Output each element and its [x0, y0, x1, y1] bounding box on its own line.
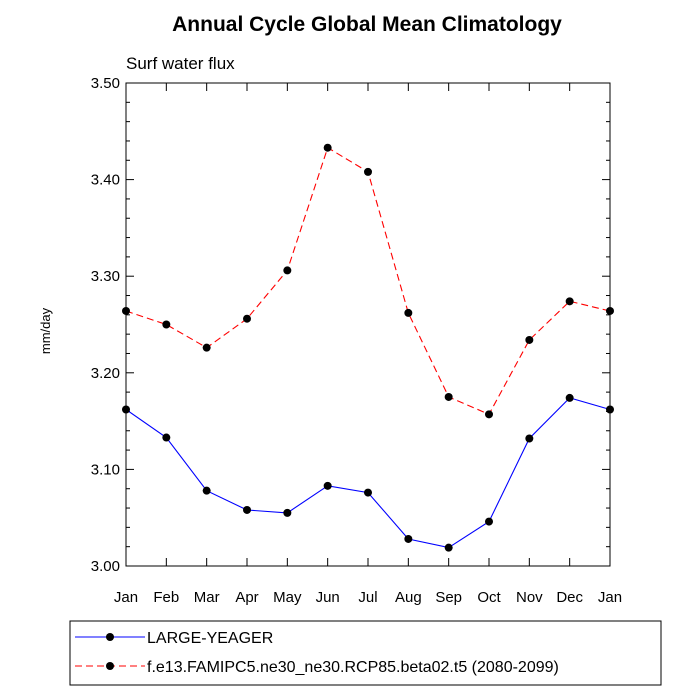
x-tick-label: Nov [516, 589, 543, 606]
series-0-point [323, 481, 332, 490]
series-1-point [444, 392, 453, 401]
chart-title: Annual Cycle Global Mean Climatology [172, 13, 562, 36]
series-line-1 [125, 146, 611, 416]
series-1-point [606, 306, 614, 315]
x-tick-label: Feb [153, 589, 179, 606]
series-0-point [243, 505, 251, 514]
x-tick-label: Oct [477, 589, 501, 606]
x-tick-label: May [273, 589, 302, 606]
x-tick-label: Jan [114, 589, 138, 606]
y-tick-label: 3.50 [91, 75, 120, 92]
series-1-point [525, 335, 534, 344]
series-0-point [122, 405, 130, 414]
x-tick-label: Jan [598, 589, 622, 606]
legend-label-1: f.e13.FAMIPC5.ne30_ne30.RCP85.beta02.t5 … [147, 659, 559, 676]
legend-marker-1 [106, 662, 114, 670]
series-1-point [162, 320, 171, 329]
x-tick-label: Jul [358, 589, 377, 606]
series-1-point [202, 343, 211, 352]
series-0-point [202, 486, 211, 495]
series-1-point [565, 297, 574, 306]
legend-box [69, 620, 662, 686]
x-tick-label: Sep [435, 589, 462, 606]
series-0-point [485, 517, 493, 526]
series-1-point [404, 308, 413, 317]
series-1-point [243, 314, 251, 323]
series-0-point [565, 393, 574, 402]
series-0-point [364, 488, 372, 497]
x-tick-label: Mar [194, 589, 220, 606]
x-tick-label: Dec [556, 589, 583, 606]
series-0-point [606, 405, 614, 414]
x-tick-label: Jun [316, 589, 340, 606]
chart-subtitle: Surf water flux [126, 54, 235, 73]
y-tick-label: 3.00 [91, 558, 120, 575]
legend-label-0: LARGE-YEAGER [147, 630, 273, 647]
x-tick-label: Apr [235, 589, 258, 606]
y-tick-label: 3.10 [91, 461, 120, 478]
series-0-point [162, 433, 171, 442]
y-tick-label: 3.40 [91, 172, 120, 189]
axis-ticks: 3.00 3.10 3.20 3.30 3.40 3.50 Jan Feb Mar Apr May J… [91, 75, 622, 606]
x-tick-label: Aug [395, 589, 422, 606]
series-0-point [283, 508, 292, 517]
series-1-point [122, 306, 130, 315]
series-line-0 [125, 397, 611, 549]
legend-marker-0 [106, 633, 114, 641]
series-0-point [404, 534, 413, 543]
legend: LARGE-YEAGER f.e13.FAMIPC5.ne30_ne30.RCP8… [75, 630, 559, 676]
series-1-point [364, 167, 372, 176]
series-1-point [485, 410, 493, 419]
y-tick-label: 3.20 [91, 365, 120, 382]
series-1-point [323, 143, 332, 152]
y-tick-label: 3.30 [91, 268, 120, 285]
y-axis-label: mm/day [38, 307, 53, 354]
series-layer [122, 143, 614, 552]
series-0-point [444, 543, 453, 552]
series-1-point [283, 266, 292, 275]
series-0-point [525, 434, 534, 443]
